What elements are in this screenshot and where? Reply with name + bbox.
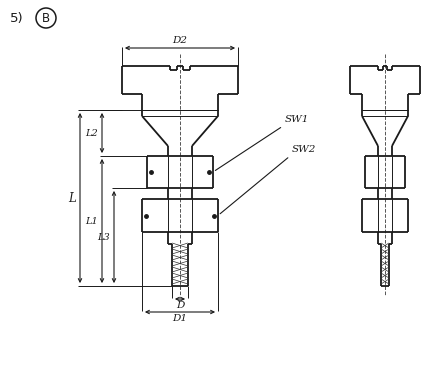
Text: D1: D1 bbox=[173, 314, 187, 323]
Text: D2: D2 bbox=[173, 36, 187, 45]
Text: 5): 5) bbox=[10, 12, 24, 25]
Text: SW1: SW1 bbox=[285, 115, 310, 124]
Text: L3: L3 bbox=[97, 233, 110, 242]
Text: L1: L1 bbox=[85, 217, 98, 226]
Text: L: L bbox=[68, 191, 76, 205]
Text: SW2: SW2 bbox=[292, 145, 317, 154]
Text: B: B bbox=[42, 12, 50, 25]
Text: L2: L2 bbox=[85, 129, 98, 138]
Text: D: D bbox=[176, 301, 184, 310]
